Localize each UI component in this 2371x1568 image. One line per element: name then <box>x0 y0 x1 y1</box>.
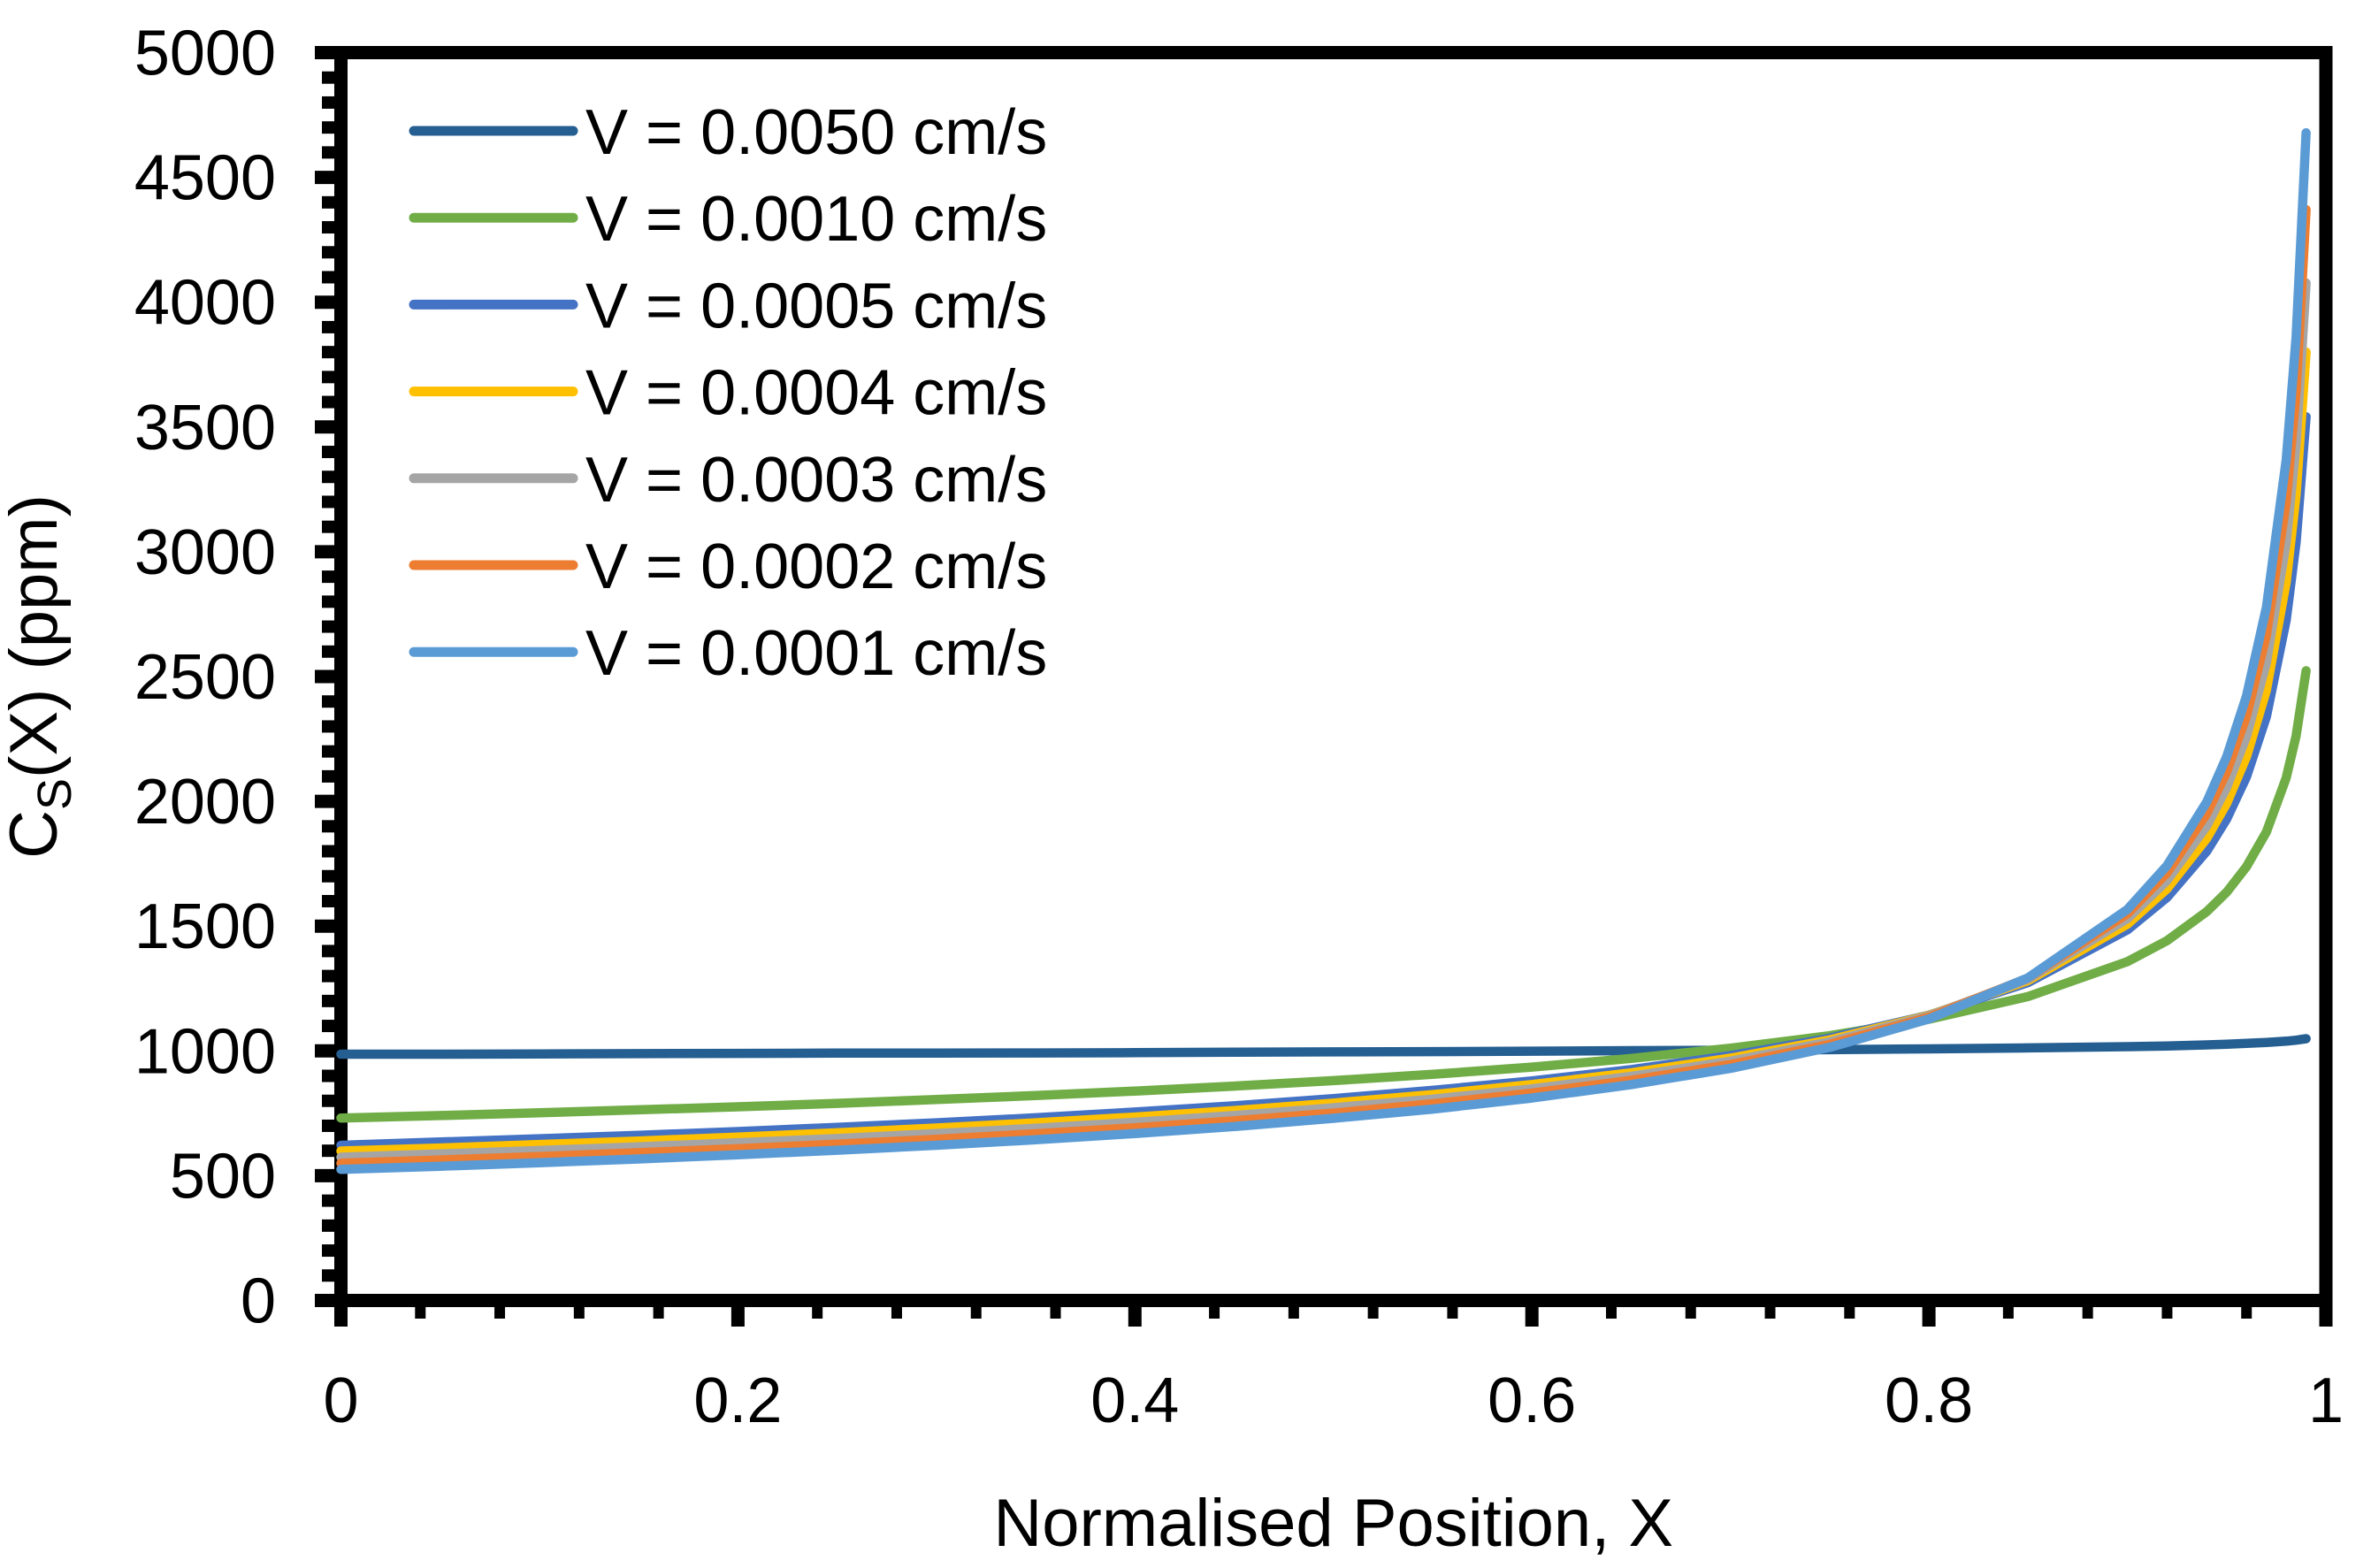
y-tick-label: 2500 <box>134 642 276 713</box>
legend-item: V = 0.0001 cm/s <box>409 618 1047 689</box>
legend-item: V = 0.0004 cm/s <box>409 358 1047 429</box>
y-tick-label: 500 <box>170 1141 276 1212</box>
legend-label: V = 0.0005 cm/s <box>585 271 1047 341</box>
legend-label: V = 0.0004 cm/s <box>585 358 1047 429</box>
plot-area-border <box>334 46 2333 1307</box>
series-line-0.0010 <box>336 666 2311 1123</box>
series-line-0.0050 <box>336 1034 2311 1059</box>
legend-item: V = 0.0010 cm/s <box>409 184 1047 255</box>
x-tick-label: 0 <box>323 1365 358 1436</box>
x-tick-label: 0.4 <box>1090 1365 1179 1436</box>
legend-label: V = 0.0001 cm/s <box>585 618 1047 689</box>
legend-label: V = 0.0002 cm/s <box>585 532 1047 602</box>
legend-label: V = 0.0050 cm/s <box>585 97 1047 168</box>
legend-label: V = 0.0010 cm/s <box>585 184 1047 255</box>
x-tick-label: 0.6 <box>1488 1365 1576 1436</box>
legend-item: V = 0.0003 cm/s <box>409 445 1047 516</box>
x-tick-label: 0.2 <box>693 1365 782 1436</box>
y-axis-title: CS(X) (ppm) <box>0 494 81 859</box>
x-tick-label: 1 <box>2308 1365 2344 1436</box>
y-tick-label: 5000 <box>134 19 276 89</box>
chart-legend: V = 0.0050 cm/s V = 0.0010 cm/s V = 0.0005… <box>409 97 1047 689</box>
series-line-0.0001 <box>336 127 2311 1174</box>
legend-item: V = 0.0002 cm/s <box>409 532 1047 602</box>
legend-label: V = 0.0003 cm/s <box>585 445 1047 516</box>
data-series-lines <box>336 127 2311 1174</box>
y-tick-label: 0 <box>241 1266 276 1337</box>
y-tick-label: 3500 <box>134 393 276 463</box>
legend-item: V = 0.0005 cm/s <box>409 271 1047 341</box>
axis-tick-labels: 0 500 1000 1500 2000 2500 3000 3500 4000 4500 5000… <box>134 19 2344 1437</box>
x-tick-label: 0.8 <box>1885 1365 1973 1436</box>
y-tick-label: 1500 <box>134 891 276 962</box>
y-tick-label: 4000 <box>134 268 276 339</box>
axis-ticks <box>315 46 2333 1327</box>
y-tick-label: 2000 <box>134 767 276 838</box>
x-axis-title: Normalised Position, X <box>993 1486 1673 1561</box>
y-tick-label: 1000 <box>134 1016 276 1087</box>
y-tick-label: 4500 <box>134 143 276 214</box>
legend-item: V = 0.0050 cm/s <box>409 97 1047 168</box>
y-tick-label: 3000 <box>134 517 276 588</box>
